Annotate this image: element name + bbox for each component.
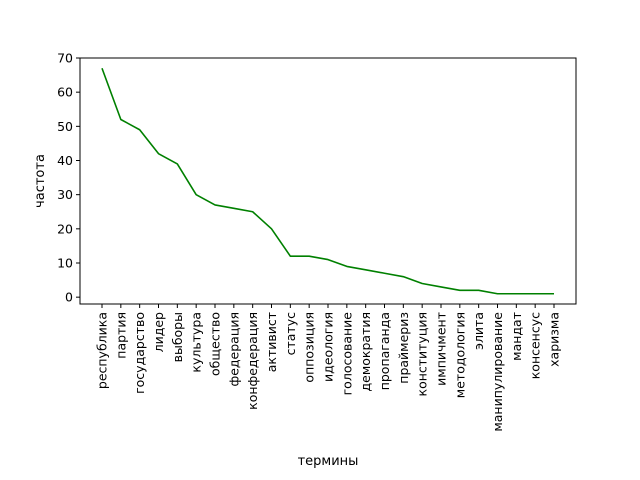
y-tick-label: 20 [57,221,73,236]
y-tick-label: 0 [65,290,73,305]
y-tick-label: 10 [57,256,73,271]
x-tick-label: лидер [151,312,166,352]
x-tick-label: культура [189,312,204,373]
x-tick-label: государство [132,312,147,394]
x-tick-label: харизма [547,312,562,367]
x-tick-label: консенсус [528,312,543,379]
x-tick-label: статус [283,312,298,355]
x-tick-label: выборы [170,312,185,362]
x-tick-label: методология [452,312,467,398]
x-tick-label: демократия [358,312,373,391]
x-tick-label: мандат [509,312,524,361]
x-tick-label: праймериз [396,312,411,384]
series-line [101,67,554,295]
plot-frame [79,57,577,305]
x-tick-label: импичмент [434,312,449,386]
x-tick-label: оппозиция [302,312,317,383]
x-tick-label: активист [264,312,279,372]
x-tick-label: пропаганда [377,312,392,390]
y-axis-title: частота [33,154,48,208]
x-tick-label: идеология [321,312,336,382]
x-tick-label: голосование [339,312,354,396]
y-tick-label: 70 [57,51,73,66]
x-tick-label: манипулирование [490,312,505,432]
y-tick-label: 30 [57,187,73,202]
x-axis-title: термины [298,454,359,469]
y-tick-label: 60 [57,85,73,100]
x-tick-label: конституция [415,312,430,396]
x-tick-label: элита [471,312,486,350]
y-tick-label: 40 [57,153,73,168]
y-tick-label: 50 [57,119,73,134]
x-tick-label: конфедерация [245,312,260,410]
x-tick-label: общество [208,312,223,376]
x-tick-label: республика [95,312,110,389]
x-tick-label: партия [113,312,128,359]
x-tick-label: федерация [226,312,241,386]
